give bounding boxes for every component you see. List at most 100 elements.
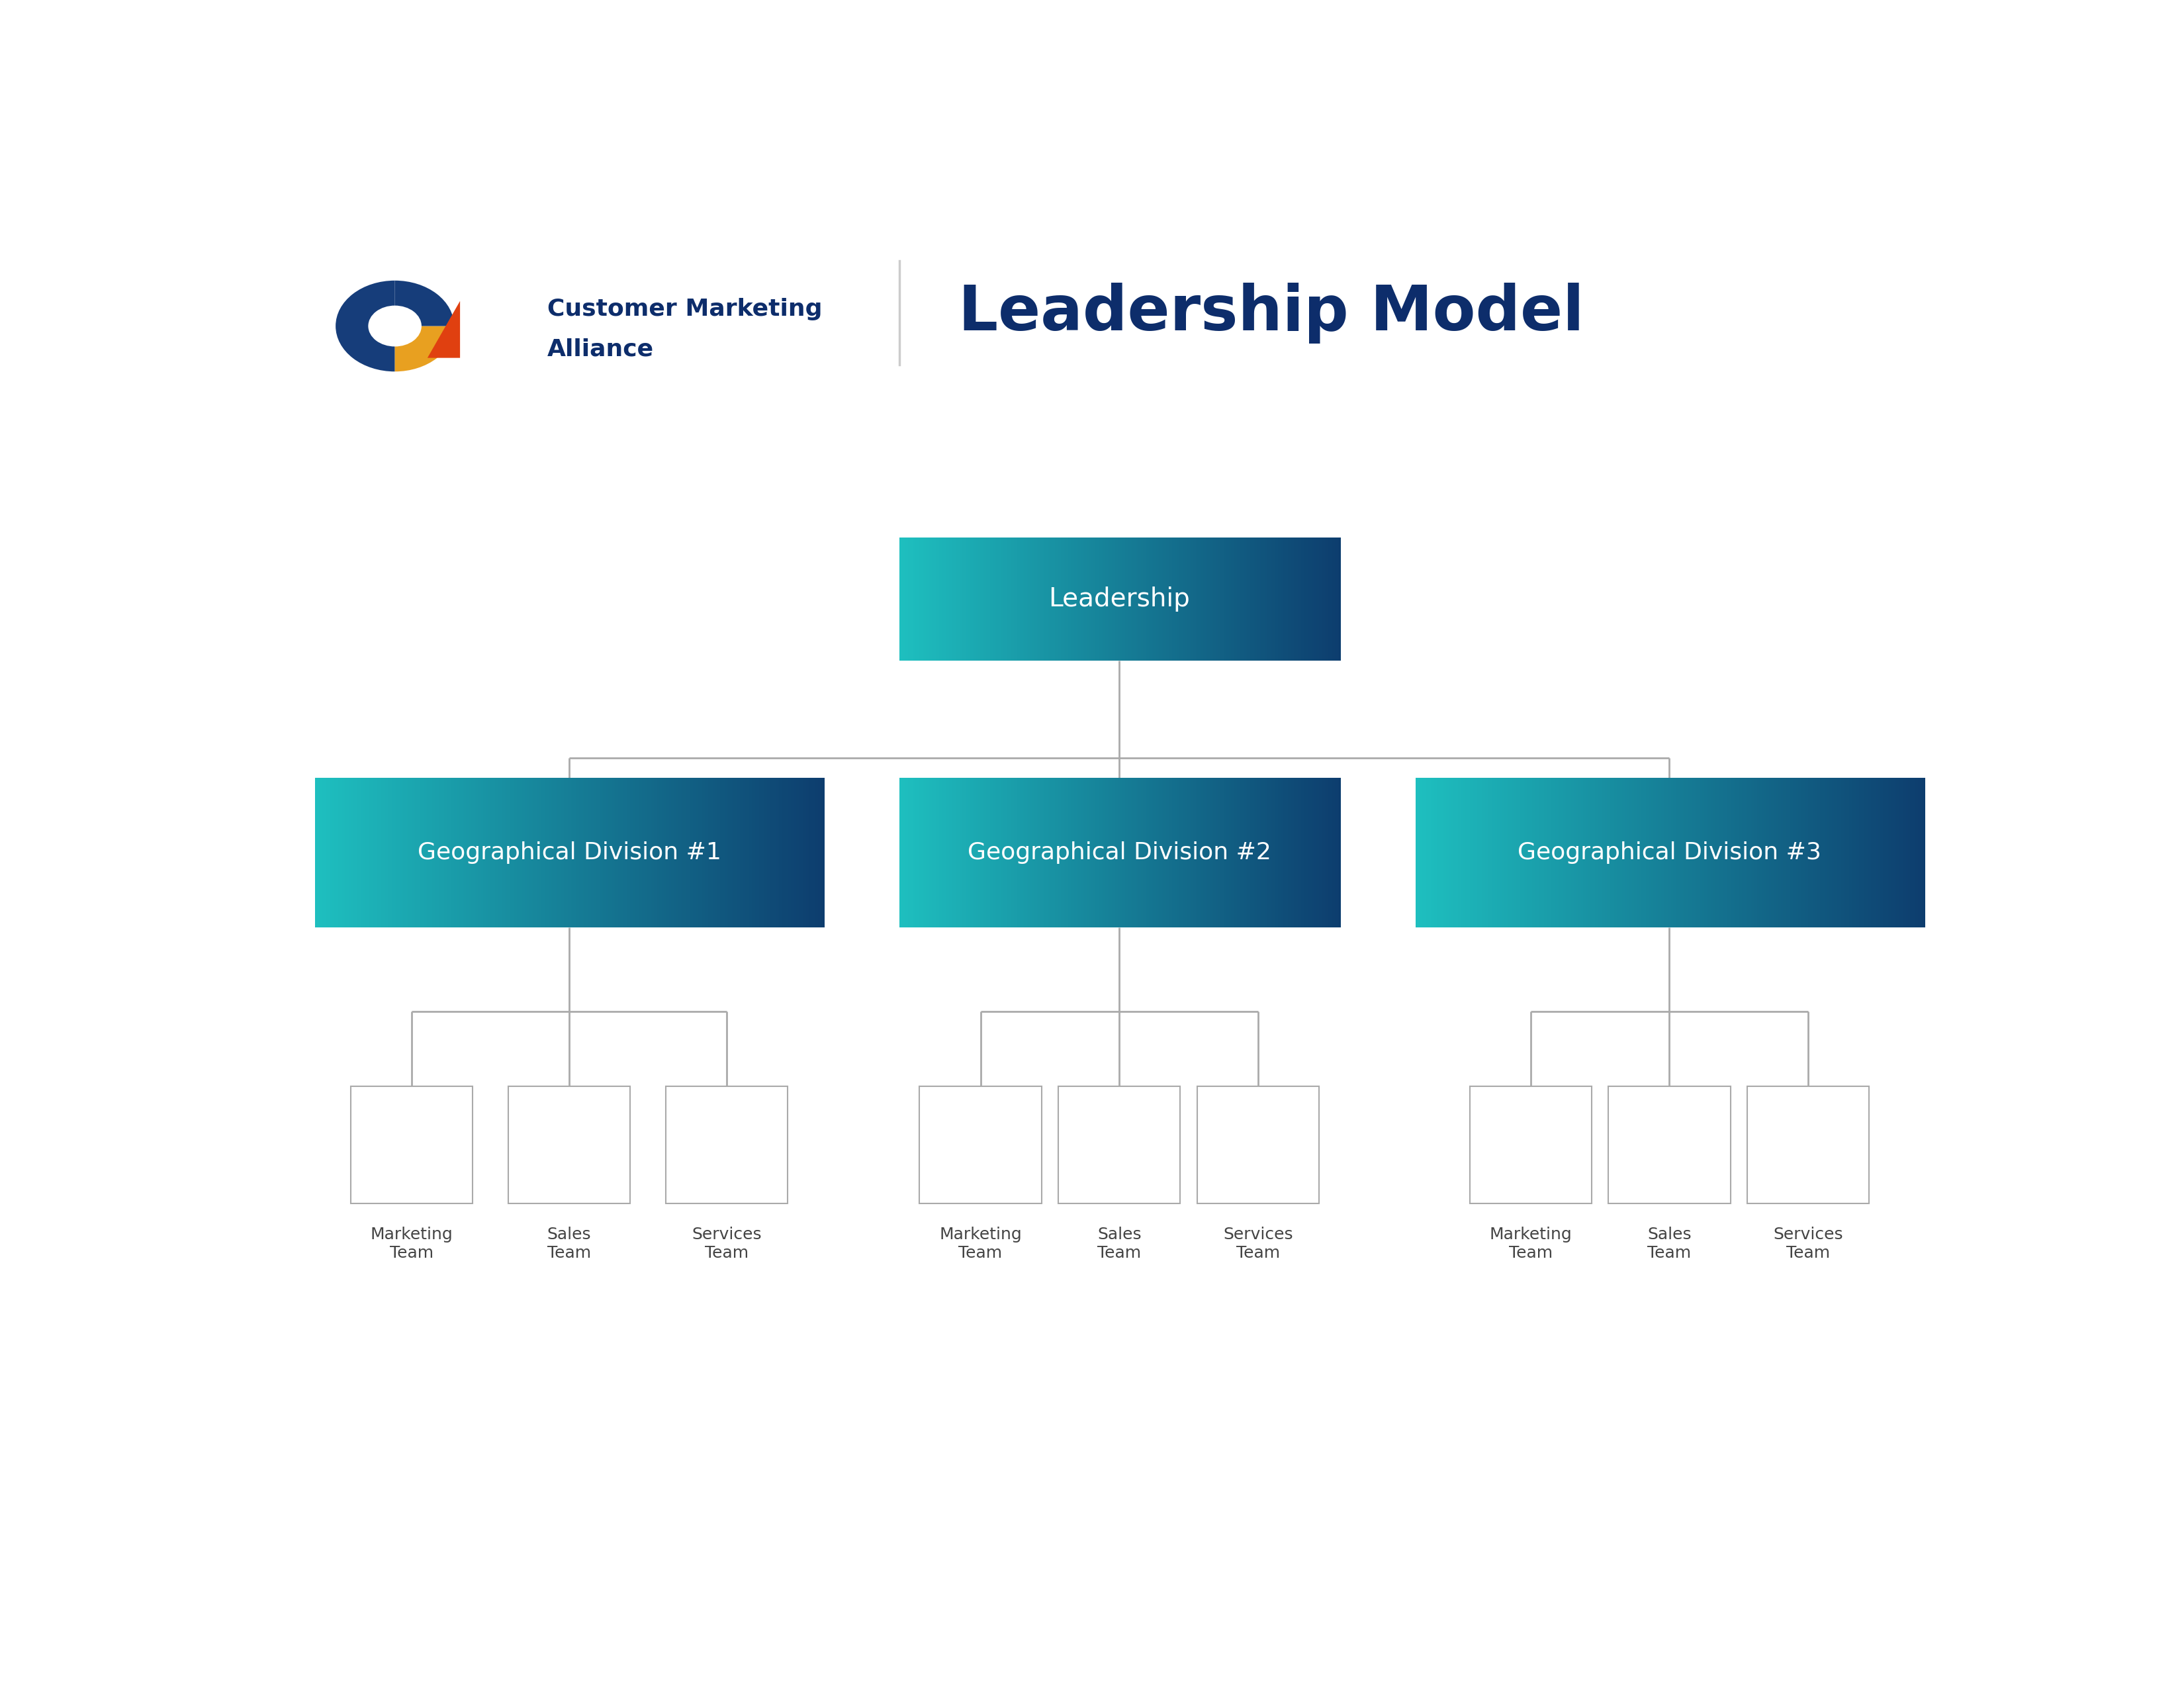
Bar xyxy=(1254,537,1258,660)
Bar xyxy=(1206,778,1210,927)
Bar xyxy=(1120,778,1125,927)
Bar xyxy=(904,537,909,660)
Bar xyxy=(1031,778,1035,927)
Bar xyxy=(981,778,985,927)
Bar xyxy=(922,778,924,927)
Bar xyxy=(1186,537,1188,660)
Bar xyxy=(321,778,323,927)
Bar xyxy=(1614,778,1616,927)
Bar xyxy=(1752,778,1754,927)
Bar xyxy=(1096,537,1101,660)
Bar xyxy=(1337,778,1339,927)
Bar xyxy=(1151,537,1155,660)
Bar xyxy=(1507,778,1511,927)
Bar xyxy=(1216,778,1219,927)
Bar xyxy=(1203,778,1206,927)
Bar xyxy=(668,778,673,927)
Bar xyxy=(1061,778,1066,927)
Bar xyxy=(1175,778,1177,927)
Bar xyxy=(585,778,587,927)
Bar xyxy=(1653,778,1658,927)
Bar xyxy=(1586,778,1588,927)
Bar xyxy=(1607,778,1610,927)
Bar xyxy=(1147,537,1151,660)
Bar xyxy=(1280,537,1284,660)
Bar xyxy=(1070,537,1075,660)
Bar xyxy=(959,778,963,927)
Bar xyxy=(1332,778,1334,927)
Bar xyxy=(1112,537,1116,660)
Bar xyxy=(627,778,631,927)
Bar xyxy=(1057,537,1059,660)
Bar xyxy=(989,537,992,660)
Bar xyxy=(1199,778,1203,927)
Bar xyxy=(1736,778,1738,927)
Bar xyxy=(1031,537,1033,660)
Bar xyxy=(1808,778,1811,927)
Bar xyxy=(467,778,472,927)
Bar xyxy=(1806,778,1811,927)
Bar xyxy=(539,778,544,927)
Bar xyxy=(767,778,769,927)
Bar xyxy=(1260,537,1262,660)
Bar xyxy=(1234,537,1236,660)
Bar xyxy=(614,778,616,927)
Bar xyxy=(804,778,806,927)
Bar xyxy=(1597,778,1601,927)
Bar xyxy=(1018,537,1022,660)
Bar xyxy=(498,778,502,927)
Bar xyxy=(712,778,714,927)
Bar xyxy=(587,778,592,927)
Bar xyxy=(1208,778,1210,927)
Bar xyxy=(563,778,568,927)
Bar xyxy=(1302,537,1304,660)
Bar xyxy=(389,778,393,927)
Bar xyxy=(546,778,548,927)
Bar xyxy=(638,778,642,927)
Bar xyxy=(810,778,815,927)
Bar xyxy=(1212,778,1214,927)
Bar xyxy=(1151,778,1153,927)
Bar xyxy=(904,537,906,660)
Bar xyxy=(1147,778,1151,927)
Bar xyxy=(992,778,996,927)
Bar xyxy=(603,778,607,927)
Bar xyxy=(937,778,941,927)
Bar xyxy=(1221,537,1223,660)
Bar xyxy=(1511,778,1516,927)
Bar xyxy=(1249,778,1251,927)
Bar xyxy=(480,778,485,927)
Bar xyxy=(812,778,817,927)
Bar xyxy=(496,778,500,927)
Bar xyxy=(950,537,952,660)
Bar xyxy=(430,778,435,927)
Bar xyxy=(1852,778,1856,927)
Bar xyxy=(712,778,716,927)
Bar xyxy=(555,778,559,927)
Bar xyxy=(1053,537,1055,660)
Text: Marketing
Team: Marketing Team xyxy=(1489,1227,1572,1261)
Bar xyxy=(900,537,902,660)
Bar xyxy=(1068,537,1070,660)
Bar xyxy=(1079,778,1081,927)
Bar xyxy=(474,778,478,927)
Bar xyxy=(439,778,441,927)
Bar xyxy=(1016,537,1020,660)
Bar xyxy=(1297,537,1302,660)
Bar xyxy=(618,778,622,927)
Bar xyxy=(1880,778,1885,927)
Bar xyxy=(1059,537,1061,660)
Bar xyxy=(1188,537,1192,660)
Bar xyxy=(1064,778,1066,927)
Bar xyxy=(909,778,911,927)
Bar xyxy=(365,778,367,927)
Bar xyxy=(1090,778,1094,927)
Bar xyxy=(592,778,594,927)
Bar xyxy=(1147,778,1149,927)
Bar xyxy=(1011,537,1016,660)
Bar xyxy=(727,778,729,927)
Bar xyxy=(1819,778,1824,927)
Bar xyxy=(644,778,646,927)
Bar xyxy=(1291,778,1295,927)
Bar xyxy=(915,537,919,660)
